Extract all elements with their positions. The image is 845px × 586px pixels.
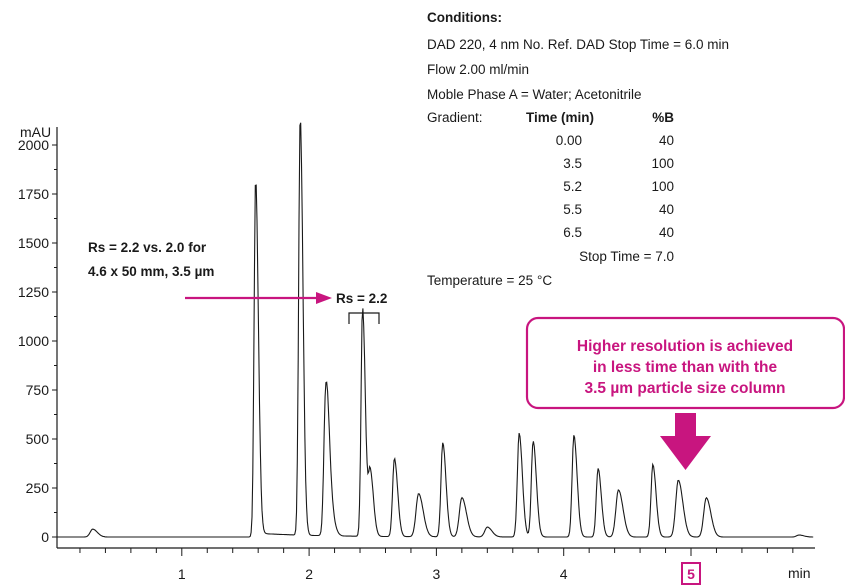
x-tick-label: 1	[178, 566, 186, 582]
callout-box	[525, 316, 845, 410]
gradient-row-time: 3.5	[563, 156, 582, 171]
callout-line3: 3.5 µm particle size column	[584, 380, 785, 397]
y-ticks: 0 250 500 750 1000 1250 1500 1750 2000	[18, 137, 57, 545]
conditions-heading: Conditions:	[427, 10, 502, 25]
y-tick-label: 1000	[18, 333, 49, 349]
x-ticks: 1 2 3 4 5	[79, 548, 794, 585]
gradient-row-time: 6.5	[563, 225, 582, 240]
chromatogram-trace	[57, 122, 814, 538]
y-tick-label: 2000	[18, 137, 49, 153]
conditions-line-detector: DAD 220, 4 nm No. Ref. DAD Stop Time = 6…	[427, 37, 729, 52]
gradient-row-b: 40	[659, 202, 674, 217]
rs-arrow	[185, 292, 332, 304]
conditions-line-flow: Flow 2.00 ml/min	[427, 62, 529, 77]
y-tick-label: 750	[26, 382, 50, 398]
gradient-label: Gradient:	[427, 110, 483, 125]
x-tick-highlight-box	[681, 562, 701, 585]
x-tick-label: 3	[433, 566, 441, 582]
rs-comparison-line2: 4.6 x 50 mm, 3.5 µm	[88, 264, 214, 279]
y-tick-label: 1750	[18, 186, 49, 202]
gradient-col-b: %B	[652, 110, 674, 125]
stop-time: Stop Time = 7.0	[579, 249, 674, 264]
x-tick-label: 2	[305, 566, 313, 582]
y-tick-label: 250	[26, 480, 50, 496]
y-tick-label: 500	[26, 431, 50, 447]
y-axis-label: mAU	[20, 124, 51, 140]
gradient-row-time: 5.5	[563, 202, 582, 217]
y-tick-label: 0	[41, 529, 49, 545]
callout-line2: in less time than with the	[593, 359, 778, 376]
temperature: Temperature = 25 °C	[427, 273, 552, 288]
gradient-row-time: 0.00	[556, 133, 582, 148]
rs-bracket	[348, 312, 380, 324]
rs-label: Rs = 2.2	[336, 291, 387, 306]
conditions-block: Conditions: DAD 220, 4 nm No. Ref. DAD S…	[427, 10, 729, 288]
callout-down-arrow	[660, 413, 711, 470]
x-tick-label: 5	[687, 566, 695, 582]
x-axis-label: min	[788, 565, 811, 581]
rs-comparison-line1: Rs = 2.2 vs. 2.0 for	[88, 240, 207, 255]
conditions-line-mobile-phase: Moble Phase A = Water; Acetonitrile	[427, 87, 642, 102]
gradient-col-time: Time (min)	[526, 110, 594, 125]
y-tick-label: 1250	[18, 284, 49, 300]
gradient-row-b: 40	[659, 133, 674, 148]
gradient-row-b: 100	[651, 179, 674, 194]
gradient-row-b: 40	[659, 225, 674, 240]
gradient-row-b: 100	[651, 156, 674, 171]
callout-line1: Higher resolution is achieved	[577, 338, 793, 355]
x-tick-label: 4	[560, 566, 568, 582]
gradient-row-time: 5.2	[563, 179, 582, 194]
y-tick-label: 1500	[18, 235, 49, 251]
